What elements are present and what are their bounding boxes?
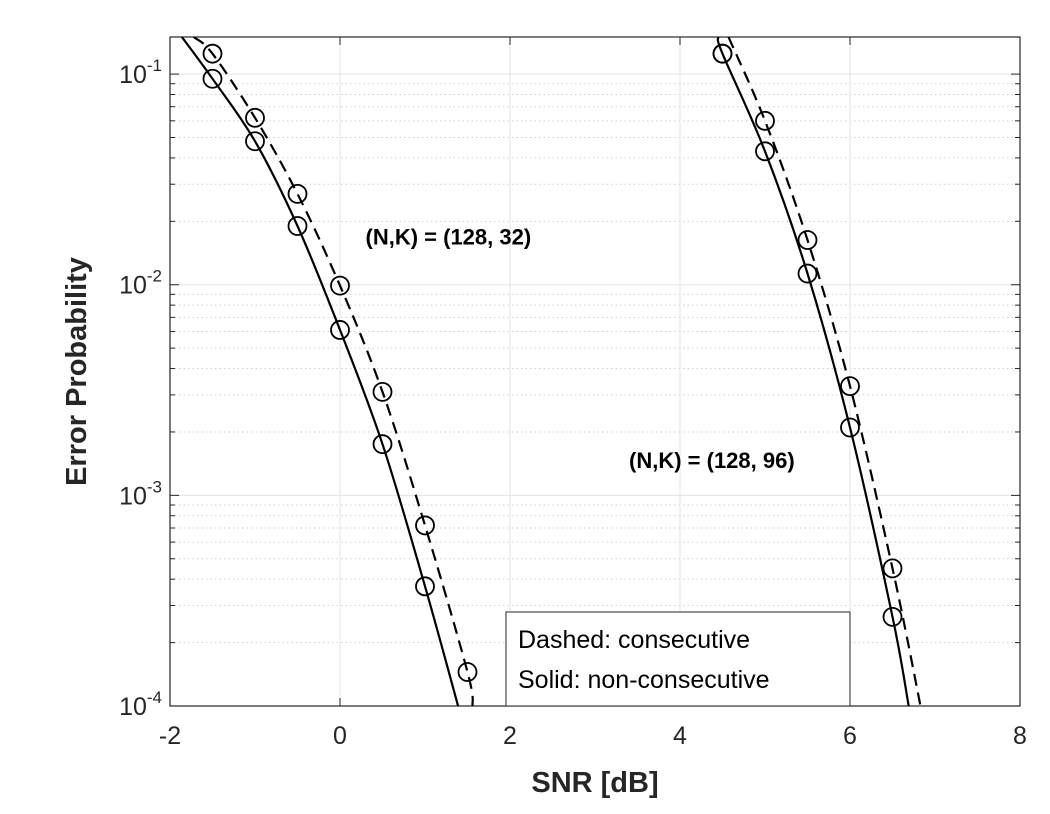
x-tick-label: 6 [843, 722, 857, 750]
legend-entry-solid: Solid: non-consecutive [518, 666, 770, 694]
y-tick-label: 10-1 [119, 56, 162, 89]
marker-k32-non-consecutive [330, 320, 350, 340]
series-line-k96-consecutive [727, 37, 922, 706]
marker-k96-non-consecutive [712, 43, 733, 64]
marker-k32-consecutive [372, 381, 393, 402]
annotation-k96: (N,K) = (128, 96) [629, 448, 795, 473]
x-tick-label: 8 [1013, 722, 1027, 750]
marker-k32-non-consecutive [202, 68, 223, 89]
legend: Dashed: consecutive Solid: non-consecuti… [505, 611, 851, 707]
y-axis-label: Error Probability [61, 257, 93, 486]
x-axis-label: SNR [dB] [531, 767, 658, 799]
y-tick-label: 10-4 [119, 688, 162, 721]
marker-k96-non-consecutive [755, 141, 775, 162]
marker-k32-non-consecutive [287, 216, 308, 236]
y-tick-label: 10-2 [119, 267, 162, 300]
series-lines [181, 37, 922, 706]
marker-k32-non-consecutive [415, 576, 435, 597]
legend-box [505, 611, 851, 707]
y-tick-label: 10-3 [119, 477, 162, 510]
marker-k32-non-consecutive [372, 434, 393, 455]
marker-k32-consecutive [202, 43, 223, 64]
marker-k96-consecutive [755, 110, 775, 131]
series-line-k32-consecutive [193, 37, 474, 706]
legend-entry-dashed: Dashed: consecutive [518, 626, 750, 654]
marker-k32-consecutive [457, 662, 478, 682]
annotation-k32: (N,K) = (128, 32) [366, 225, 532, 250]
series-markers [202, 43, 903, 682]
marker-k32-non-consecutive [245, 131, 265, 152]
x-tick-label: 2 [503, 722, 517, 750]
marker-k32-consecutive [245, 107, 265, 128]
marker-k96-consecutive [797, 230, 818, 250]
marker-k96-non-consecutive [840, 417, 860, 438]
marker-k96-non-consecutive [882, 606, 903, 627]
x-tick-labels: -2 0 2 4 6 8 [159, 722, 1027, 750]
marker-k96-non-consecutive [797, 263, 818, 284]
marker-k96-consecutive [882, 558, 903, 579]
marker-k32-consecutive [415, 515, 435, 536]
marker-k96-consecutive [840, 376, 860, 397]
series-line-k32-non-consecutive [181, 37, 460, 706]
x-tick-label: 0 [333, 722, 347, 750]
marker-k32-consecutive [287, 183, 308, 204]
marker-k32-consecutive [330, 275, 350, 296]
y-tick-labels: 10-4 10-3 10-2 10-1 [119, 56, 162, 721]
x-tick-label: -2 [159, 722, 181, 750]
x-tick-label: 4 [673, 722, 687, 750]
series-line-k96-non-consecutive [716, 37, 910, 706]
